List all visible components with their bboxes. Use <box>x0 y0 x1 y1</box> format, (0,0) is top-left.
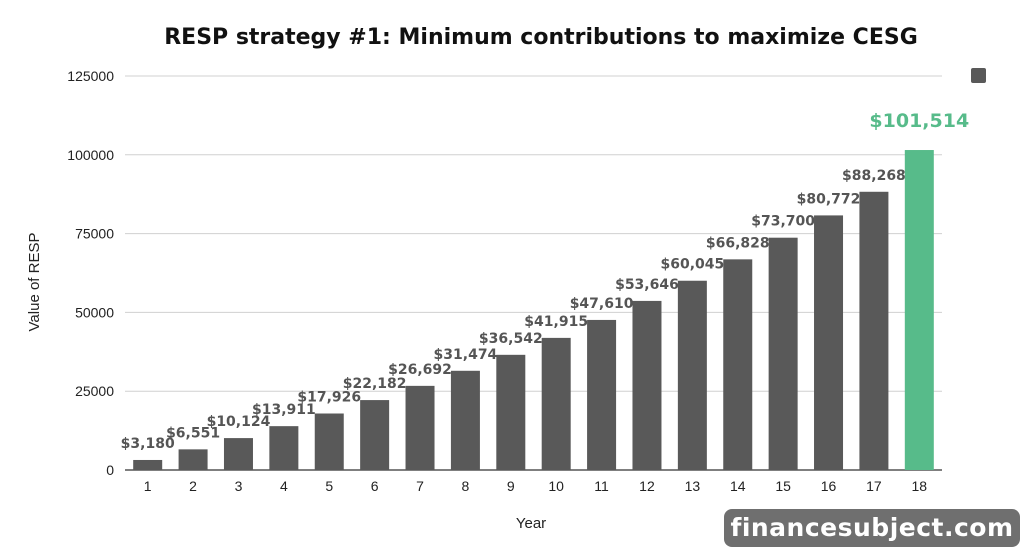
data-label: $47,610 <box>570 296 634 312</box>
bar <box>677 280 707 470</box>
x-tick-label: 17 <box>866 478 882 494</box>
bar <box>814 215 844 470</box>
y-tick-label: 125000 <box>67 68 114 84</box>
bar <box>496 354 526 470</box>
y-axis-label: Value of RESP <box>26 233 43 332</box>
data-label: $6,551 <box>166 425 220 441</box>
bar <box>178 449 208 470</box>
y-tick-label: 50000 <box>75 304 114 320</box>
x-axis-ticks: 1 2 3 4 5 6 7 8 9 10 11 12 13 14 15 16 17 18 <box>144 478 928 494</box>
x-tick-label: 4 <box>280 478 288 494</box>
bar <box>269 426 299 470</box>
x-tick-label: 9 <box>507 478 515 494</box>
x-tick-label: 7 <box>416 478 424 494</box>
data-label: $17,926 <box>297 389 361 405</box>
data-label: $26,692 <box>388 362 452 378</box>
data-label: $88,268 <box>842 168 906 184</box>
x-tick-label: 2 <box>189 478 197 494</box>
bars <box>133 150 934 470</box>
bar <box>360 400 390 470</box>
x-tick-label: 15 <box>775 478 791 494</box>
bar <box>133 459 163 470</box>
y-tick-label: 0 <box>106 462 114 478</box>
data-label: $60,045 <box>660 257 724 273</box>
bar <box>223 438 253 470</box>
watermark: financesubject.com <box>724 509 1020 547</box>
data-label: $101,514 <box>869 110 969 132</box>
x-tick-label: 11 <box>594 478 609 494</box>
x-axis-label: Year <box>516 515 546 532</box>
x-tick-label: 16 <box>821 478 837 494</box>
legend-swatch <box>971 68 986 83</box>
bar <box>768 237 798 470</box>
bar-highlight <box>904 150 934 470</box>
bar <box>587 319 617 470</box>
data-label: $36,542 <box>479 331 543 347</box>
y-axis-ticks: 0 25000 50000 75000 100000 125000 <box>67 68 114 478</box>
data-label: $80,772 <box>797 191 861 207</box>
data-label: $3,180 <box>121 436 175 452</box>
data-label: $73,700 <box>751 214 815 230</box>
x-tick-label: 3 <box>235 478 243 494</box>
bar <box>541 337 571 470</box>
chart-title: RESP strategy #1: Minimum contributions … <box>164 25 918 50</box>
bar <box>450 370 480 470</box>
y-tick-label: 100000 <box>67 147 114 163</box>
x-tick-label: 13 <box>685 478 701 494</box>
data-labels: $3,180$6,551$10,124$13,911$17,926$22,182… <box>121 110 970 452</box>
gridlines <box>125 75 942 471</box>
data-label: $13,911 <box>252 402 316 418</box>
data-label: $41,915 <box>524 314 588 330</box>
x-tick-label: 10 <box>548 478 564 494</box>
bar <box>859 191 889 470</box>
x-tick-label: 5 <box>325 478 333 494</box>
y-tick-label: 25000 <box>75 383 114 399</box>
data-label: $22,182 <box>343 376 407 392</box>
bar <box>314 413 344 470</box>
x-tick-label: 8 <box>462 478 470 494</box>
x-tick-label: 12 <box>639 478 655 494</box>
x-tick-label: 18 <box>912 478 928 494</box>
x-tick-label: 14 <box>730 478 746 494</box>
y-tick-label: 75000 <box>75 226 114 242</box>
x-tick-label: 1 <box>144 478 152 494</box>
x-tick-label: 6 <box>371 478 379 494</box>
data-label: $31,474 <box>434 347 498 363</box>
bar <box>632 300 662 470</box>
bar <box>405 385 435 470</box>
data-label: $10,124 <box>207 414 271 430</box>
data-label: $66,828 <box>706 235 770 251</box>
data-label: $53,646 <box>615 277 679 293</box>
bar <box>723 259 753 470</box>
